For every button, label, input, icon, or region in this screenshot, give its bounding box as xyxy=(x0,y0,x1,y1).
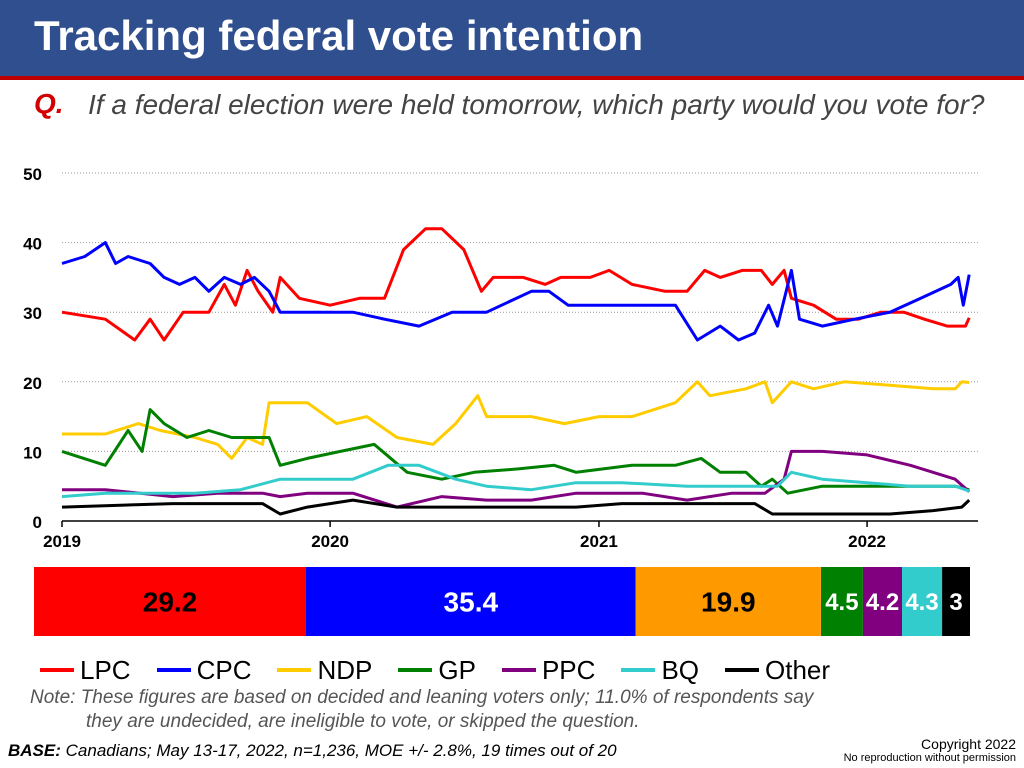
legend-label: BQ xyxy=(661,654,700,685)
y-tick-label: 50 xyxy=(23,165,42,184)
bar-value-label: 4.5 xyxy=(825,589,858,616)
x-tick-label: 2020 xyxy=(311,532,349,551)
copyright-line: Copyright 2022 xyxy=(921,736,1016,752)
bar-segment-ppc xyxy=(862,567,902,636)
x-tick-label: 2021 xyxy=(580,532,618,551)
legend-item-cpc: CPC xyxy=(156,654,252,686)
legend-swatch xyxy=(621,668,656,672)
legend-swatch xyxy=(725,668,760,672)
legend-swatch xyxy=(277,668,312,672)
bar-segment-gp xyxy=(821,567,863,636)
legend-label: PPC xyxy=(541,654,596,685)
copyright-subline: No reproduction without permission xyxy=(843,752,1016,764)
y-tick-label: 0 xyxy=(33,513,42,532)
copyright: Copyright 2022 No reproduction without p… xyxy=(844,736,1016,764)
legend: LPC CPC NDP GP PPC BQ Other xyxy=(40,654,856,686)
legend-swatch xyxy=(398,668,433,672)
legend-label: Other xyxy=(765,654,831,685)
legend-item-gp: GP xyxy=(398,655,476,686)
legend-label: CPC xyxy=(196,654,252,685)
series-line-ndp xyxy=(62,380,970,460)
title-bar xyxy=(0,0,1024,76)
bar-value-label: 3 xyxy=(949,589,962,616)
question-text: If a federal election were held tomorrow… xyxy=(88,89,985,120)
base-info: BASE: Canadians; May 13-17, 2022, n=1,23… xyxy=(8,741,617,761)
y-tick-label: 20 xyxy=(23,374,42,393)
x-tick-label: 2022 xyxy=(848,532,886,551)
legend-label: LPC xyxy=(80,654,131,685)
series-line-lpc xyxy=(61,227,971,342)
bar-segment-bq xyxy=(902,567,942,636)
legend-item-other: Other xyxy=(725,655,830,686)
legend-label: GP xyxy=(438,654,476,685)
legend-swatch xyxy=(40,668,74,672)
legend-label: NDP xyxy=(317,654,373,685)
y-tick-label: 10 xyxy=(23,443,42,462)
footnote-line-2: they are undecided, are ineligible to vo… xyxy=(86,711,640,732)
series-line-gp xyxy=(61,408,970,495)
title-bar-accent xyxy=(0,76,1024,80)
page-title: Tracking federal vote intention xyxy=(34,12,644,59)
legend-item-ndp: NDP xyxy=(277,655,372,686)
x-tick-label: 2019 xyxy=(43,532,81,551)
legend-item-bq: BQ xyxy=(621,655,699,686)
bar-value-label: 19.9 xyxy=(701,587,756,618)
base-label: BASE: xyxy=(8,741,61,760)
series-line-cpc xyxy=(61,241,971,342)
vote-intention-chart: 0 10 20 30 40 50 2019 2020 2021 2022 29.2 35.4 19.9 4… xyxy=(23,165,978,636)
footnote: Note: These figures are based on decided… xyxy=(30,686,970,734)
legend-item-ppc: PPC xyxy=(501,654,596,686)
bar-segment-cpc xyxy=(306,567,636,636)
bar-value-label: 4.2 xyxy=(866,589,899,616)
y-tick-label: 40 xyxy=(23,235,42,254)
question-marker: Q. xyxy=(34,88,64,119)
legend-item-lpc: LPC xyxy=(40,655,131,686)
bar-segment-lpc xyxy=(34,567,306,636)
series-line-ppc xyxy=(62,449,971,509)
bar-value-label: 4.3 xyxy=(905,589,938,616)
series-line-bq xyxy=(61,463,970,499)
bar-value-label: 35.4 xyxy=(444,587,499,618)
legend-swatch xyxy=(501,668,536,672)
y-tick-label: 30 xyxy=(23,304,42,323)
bar-segment-ndp xyxy=(635,567,821,636)
series-line-other xyxy=(61,498,971,516)
legend-swatch xyxy=(156,668,191,672)
bar-segment-other xyxy=(942,567,970,636)
bar-value-label: 29.2 xyxy=(143,587,198,618)
footnote-line-1: Note: These figures are based on decided… xyxy=(30,687,814,708)
base-text: Canadians; May 13-17, 2022, n=1,236, MOE… xyxy=(60,741,617,760)
